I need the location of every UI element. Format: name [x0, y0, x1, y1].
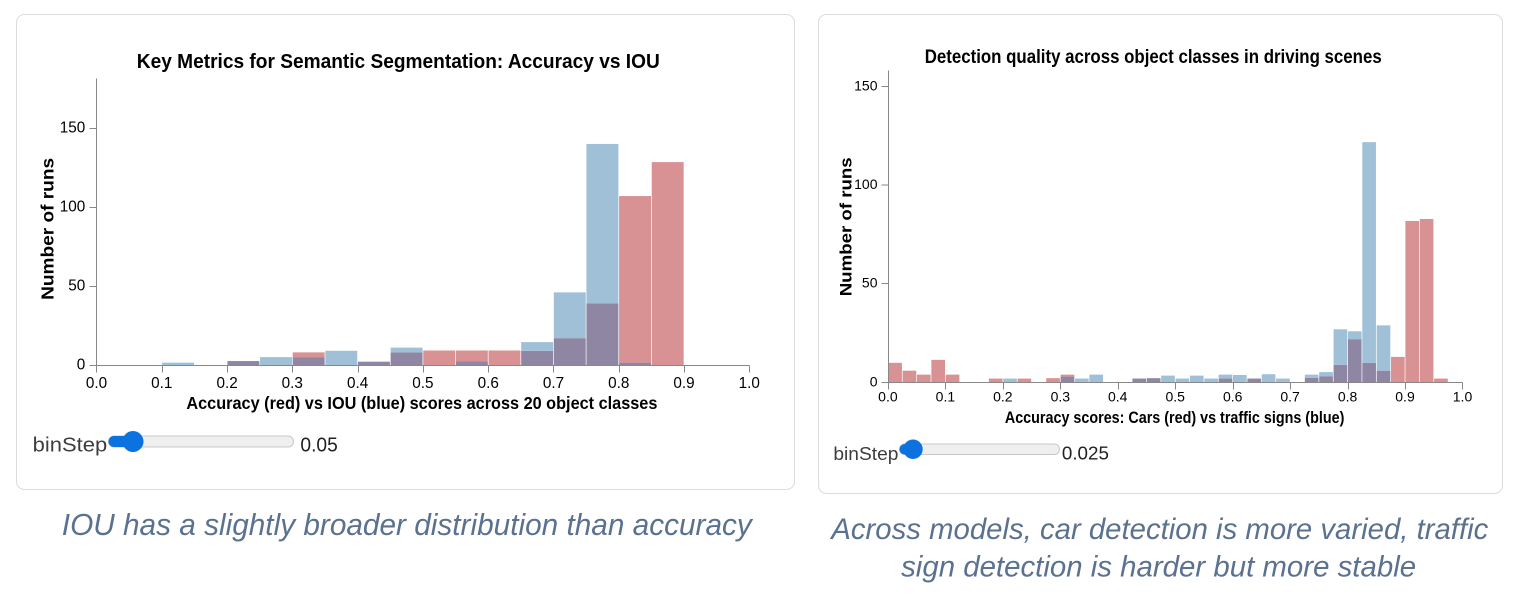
svg-text:Number of runs: Number of runs: [838, 157, 856, 296]
svg-text:0.8: 0.8: [608, 375, 629, 392]
svg-text:0.1: 0.1: [151, 375, 172, 392]
svg-text:IOU has a slightly broader dis: IOU has a slightly broader distribution …: [62, 507, 754, 542]
svg-text:0.5: 0.5: [412, 375, 433, 392]
svg-text:0: 0: [870, 374, 878, 390]
svg-text:0.6: 0.6: [478, 375, 499, 392]
svg-text:100: 100: [854, 176, 878, 192]
svg-text:0.9: 0.9: [673, 375, 694, 392]
svg-text:Number of runs: Number of runs: [38, 158, 58, 300]
svg-text:0.8: 0.8: [1338, 389, 1358, 405]
svg-text:0.2: 0.2: [216, 375, 237, 392]
svg-text:0.7: 0.7: [543, 375, 564, 392]
svg-text:0.0: 0.0: [878, 389, 898, 405]
svg-text:1.0: 1.0: [1453, 389, 1473, 405]
svg-text:0.4: 0.4: [347, 375, 369, 392]
svg-text:100: 100: [60, 199, 86, 216]
svg-text:0: 0: [77, 357, 86, 374]
svg-text:0.9: 0.9: [1395, 389, 1415, 405]
svg-text:Accuracy scores: Cars (red) vs: Accuracy scores: Cars (red) vs traffic s…: [1005, 409, 1345, 427]
svg-text:0.2: 0.2: [993, 389, 1013, 405]
svg-text:0.1: 0.1: [936, 389, 956, 405]
svg-text:Key Metrics for Semantic Segme: Key Metrics for Semantic Segmentation: A…: [137, 50, 660, 73]
svg-text:Across models, car detection i: Across models, car detection is more var…: [829, 513, 1488, 546]
svg-text:0.0: 0.0: [86, 375, 107, 392]
svg-text:binStep: binStep: [833, 444, 898, 465]
svg-text:0.5: 0.5: [1165, 389, 1185, 405]
svg-text:0.3: 0.3: [282, 375, 303, 392]
svg-text:0.4: 0.4: [1108, 389, 1128, 405]
svg-text:150: 150: [854, 78, 878, 94]
svg-text:binStep: binStep: [33, 434, 108, 457]
svg-text:50: 50: [68, 278, 85, 295]
svg-text:Accuracy (red) vs IOU (blue) s: Accuracy (red) vs IOU (blue) scores acro…: [186, 393, 657, 413]
svg-text:0.025: 0.025: [1062, 444, 1109, 465]
svg-text:0.6: 0.6: [1223, 389, 1243, 405]
svg-text:0.3: 0.3: [1051, 389, 1071, 405]
svg-text:150: 150: [60, 120, 86, 137]
svg-text:0.05: 0.05: [300, 435, 337, 457]
svg-text:Detection quality across objec: Detection quality across object classes …: [925, 47, 1382, 68]
svg-text:50: 50: [862, 275, 878, 291]
svg-text:sign detection is harder but m: sign detection is harder but more stable: [901, 551, 1416, 584]
svg-text:1.0: 1.0: [739, 375, 760, 392]
svg-text:0.7: 0.7: [1280, 389, 1300, 405]
